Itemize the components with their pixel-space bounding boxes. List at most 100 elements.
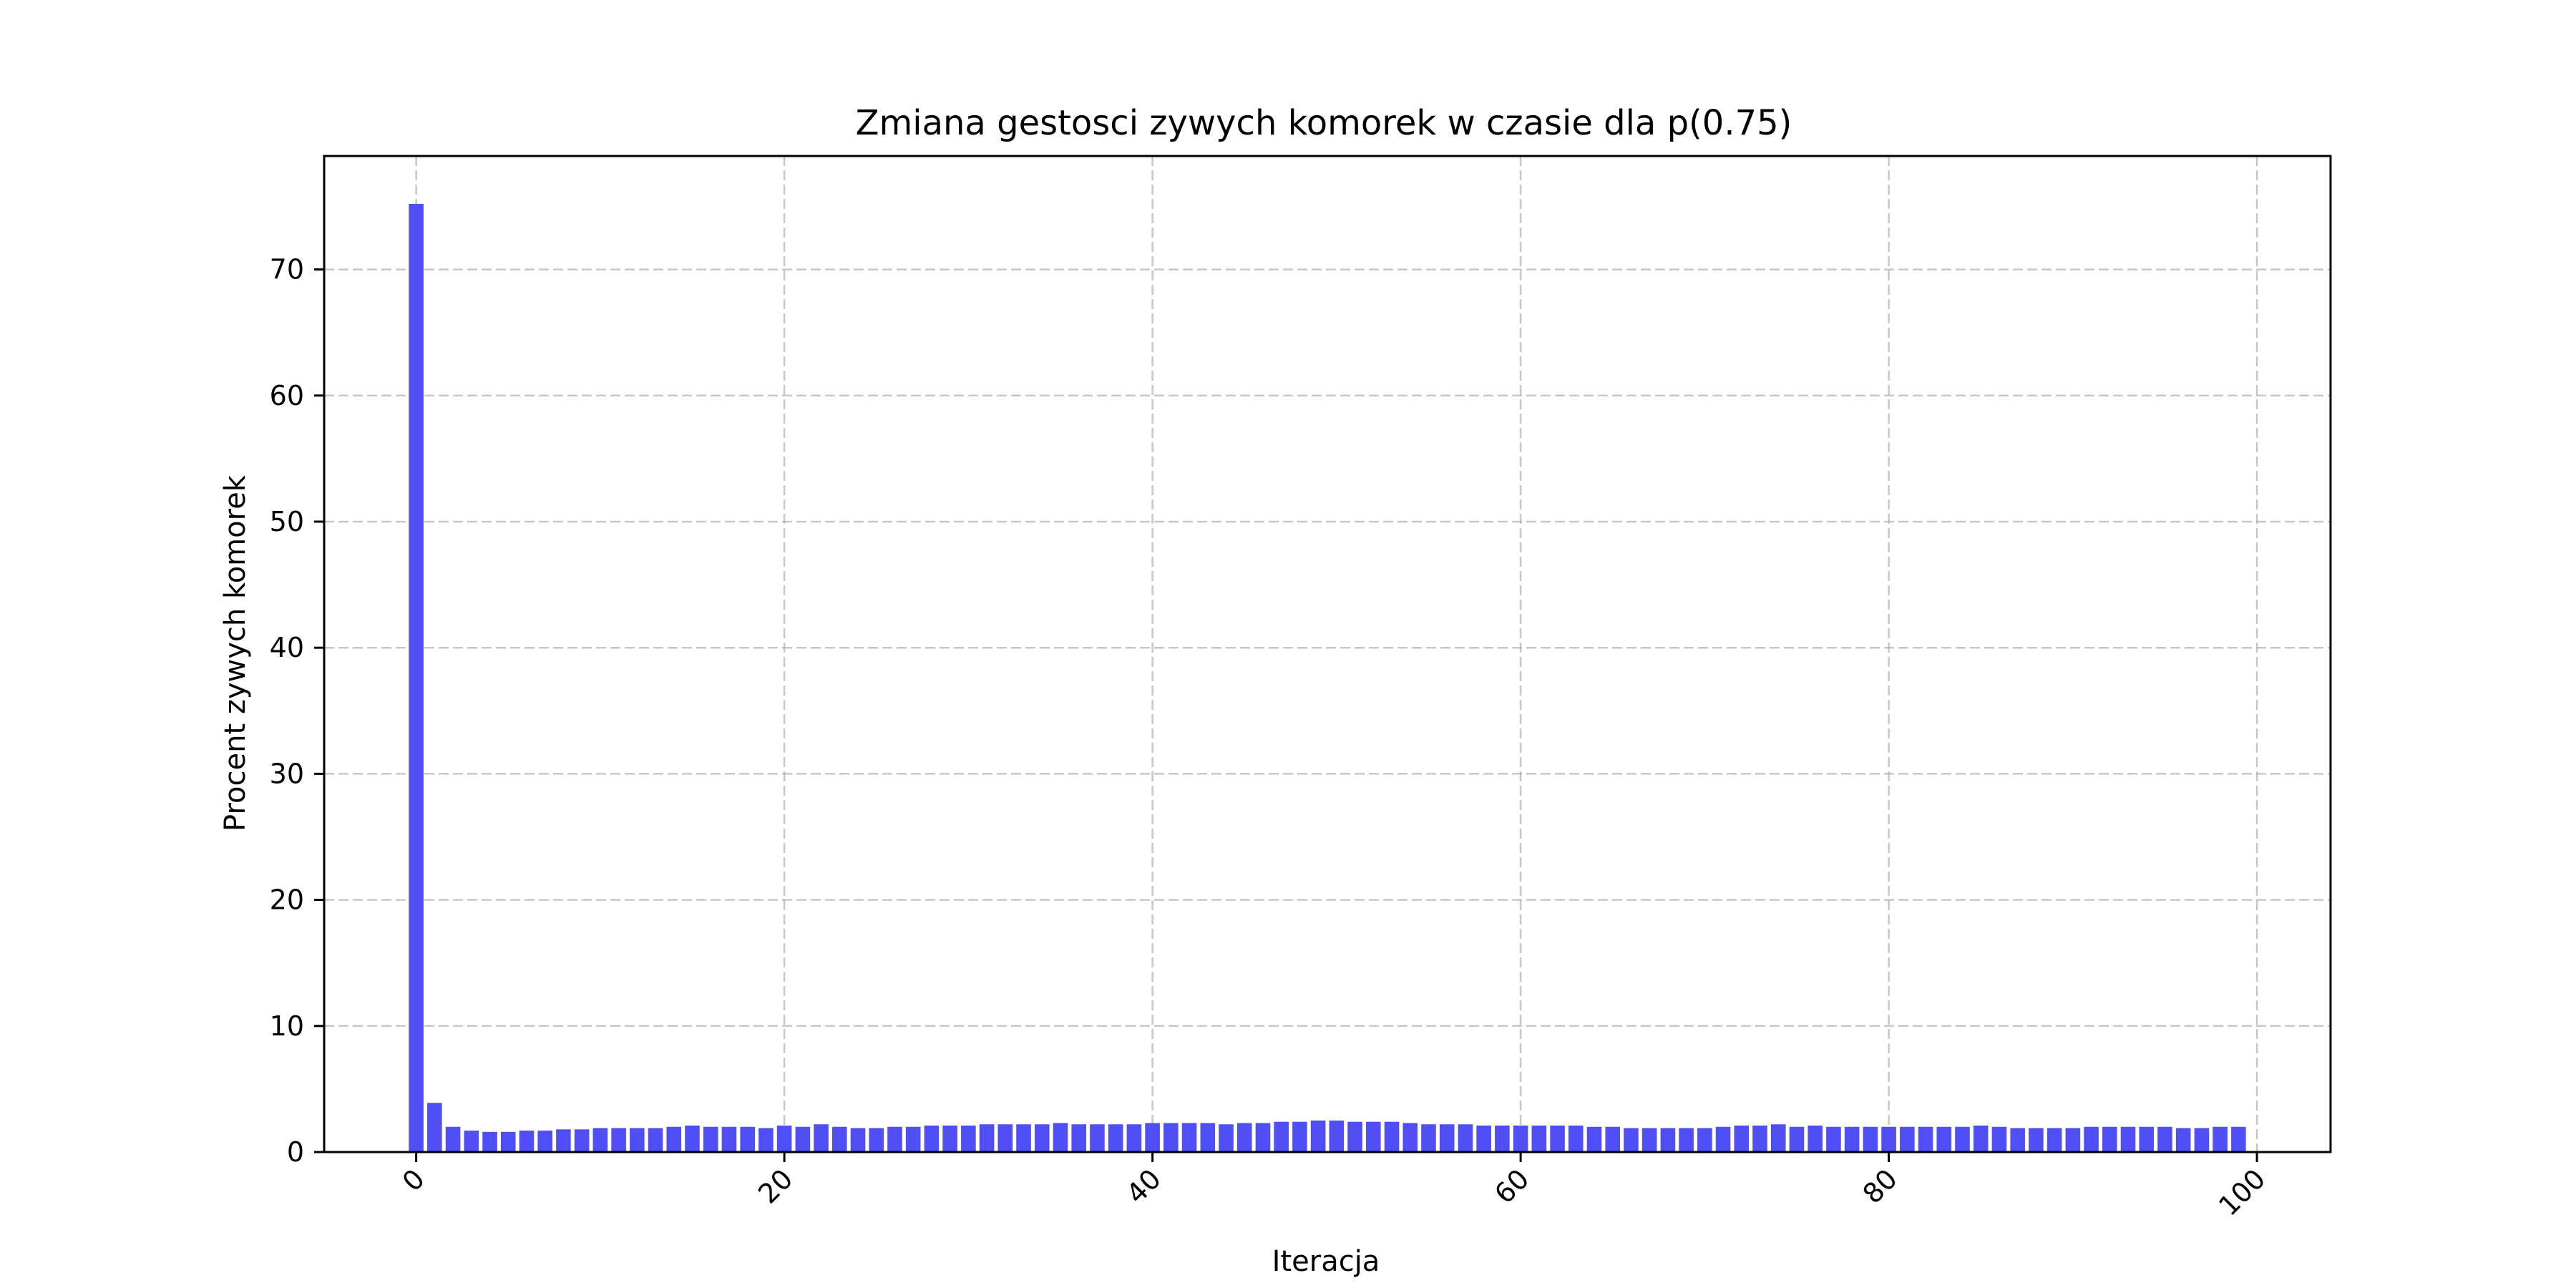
bar bbox=[1531, 1125, 1547, 1152]
bar bbox=[464, 1131, 479, 1152]
bar bbox=[905, 1126, 921, 1152]
chart-title: Zmiana gestosci zywych komorek w czasie … bbox=[856, 103, 1792, 143]
bar bbox=[2102, 1126, 2117, 1152]
bar bbox=[592, 1128, 608, 1152]
bar bbox=[1844, 1126, 1860, 1152]
x-tick-label: 80 bbox=[1857, 1163, 1903, 1209]
bar bbox=[1752, 1125, 1767, 1152]
x-tick-label: 40 bbox=[1121, 1163, 1167, 1209]
bar bbox=[1586, 1126, 1602, 1152]
bar bbox=[887, 1126, 902, 1152]
bar bbox=[1679, 1128, 1694, 1152]
y-tick-label: 20 bbox=[270, 884, 304, 916]
bar bbox=[2065, 1128, 2081, 1152]
bar bbox=[1274, 1121, 1289, 1152]
bar bbox=[758, 1128, 774, 1152]
bar bbox=[924, 1125, 940, 1152]
bar bbox=[1826, 1126, 1841, 1152]
bar bbox=[869, 1128, 884, 1152]
bar bbox=[1863, 1126, 1878, 1152]
bar bbox=[611, 1128, 626, 1152]
bar bbox=[1734, 1125, 1750, 1152]
y-tick-label: 30 bbox=[270, 758, 304, 789]
bar bbox=[1936, 1126, 1952, 1152]
bar bbox=[1016, 1124, 1031, 1152]
bar bbox=[1568, 1125, 1584, 1152]
bar bbox=[1991, 1126, 2007, 1152]
bar bbox=[1550, 1125, 1565, 1152]
bar bbox=[1384, 1121, 1400, 1152]
y-tick-label: 70 bbox=[270, 254, 304, 286]
bar bbox=[1034, 1124, 1050, 1152]
bar bbox=[2010, 1128, 2025, 1152]
bar bbox=[556, 1129, 571, 1152]
bar bbox=[2139, 1126, 2155, 1152]
bar bbox=[1071, 1124, 1087, 1152]
x-tick-label: 0 bbox=[396, 1163, 431, 1197]
bar bbox=[740, 1126, 755, 1152]
y-axis-label: Procent zywych komorek bbox=[219, 474, 252, 831]
bar bbox=[2084, 1126, 2099, 1152]
bar bbox=[519, 1131, 535, 1152]
bar bbox=[1439, 1124, 1455, 1152]
bar bbox=[1219, 1124, 1234, 1152]
bar bbox=[685, 1125, 700, 1152]
bar bbox=[1255, 1123, 1271, 1152]
bar bbox=[482, 1131, 497, 1152]
bar bbox=[2046, 1128, 2062, 1152]
bar bbox=[648, 1128, 663, 1152]
bar bbox=[814, 1124, 829, 1152]
bar bbox=[1605, 1126, 1621, 1152]
bar bbox=[942, 1125, 957, 1152]
bar bbox=[1624, 1128, 1639, 1152]
bar bbox=[1476, 1125, 1491, 1152]
bar bbox=[1715, 1126, 1731, 1152]
x-axis-label: Iteracja bbox=[1272, 1245, 1380, 1278]
bar bbox=[537, 1131, 552, 1152]
bar bbox=[1641, 1128, 1657, 1152]
bar bbox=[666, 1126, 682, 1152]
bar bbox=[1329, 1120, 1345, 1152]
y-tick-label: 60 bbox=[270, 380, 304, 411]
bar bbox=[1789, 1126, 1805, 1152]
bar bbox=[2175, 1128, 2191, 1152]
bar bbox=[721, 1126, 737, 1152]
bar bbox=[979, 1124, 995, 1152]
bar bbox=[1366, 1121, 1381, 1152]
bar bbox=[703, 1126, 718, 1152]
bar bbox=[630, 1128, 645, 1152]
bar bbox=[2120, 1126, 2136, 1152]
bar bbox=[1145, 1123, 1160, 1152]
bar bbox=[1236, 1123, 1252, 1152]
axes-layer: 0 10 20 30 40 50 60 70 0 20 40 60 80 100 bbox=[270, 254, 2272, 1222]
bar bbox=[1090, 1124, 1105, 1152]
bar bbox=[1495, 1125, 1510, 1152]
bar bbox=[1163, 1123, 1179, 1152]
bar bbox=[1053, 1123, 1068, 1152]
bars-layer bbox=[409, 203, 2246, 1152]
bar bbox=[574, 1129, 590, 1152]
bar bbox=[997, 1124, 1013, 1152]
bar bbox=[1126, 1124, 1142, 1152]
bar bbox=[795, 1126, 811, 1152]
bar bbox=[500, 1131, 516, 1152]
bar bbox=[1108, 1124, 1123, 1152]
bar bbox=[1697, 1128, 1712, 1152]
bar bbox=[1807, 1125, 1823, 1152]
bar bbox=[1181, 1123, 1197, 1152]
x-tick-label: 100 bbox=[2212, 1163, 2271, 1221]
bar bbox=[1292, 1121, 1307, 1152]
grid-layer bbox=[324, 156, 2331, 1153]
bar bbox=[1973, 1125, 1989, 1152]
bar bbox=[2231, 1126, 2246, 1152]
bar bbox=[445, 1126, 461, 1152]
y-tick-label: 50 bbox=[270, 506, 304, 537]
bar bbox=[1770, 1124, 1786, 1152]
bar bbox=[1900, 1126, 1915, 1152]
x-tick-label: 20 bbox=[752, 1163, 799, 1209]
y-tick-label: 0 bbox=[287, 1136, 304, 1168]
bar bbox=[1402, 1123, 1418, 1152]
y-tick-label: 10 bbox=[270, 1010, 304, 1042]
bar bbox=[1347, 1121, 1362, 1152]
